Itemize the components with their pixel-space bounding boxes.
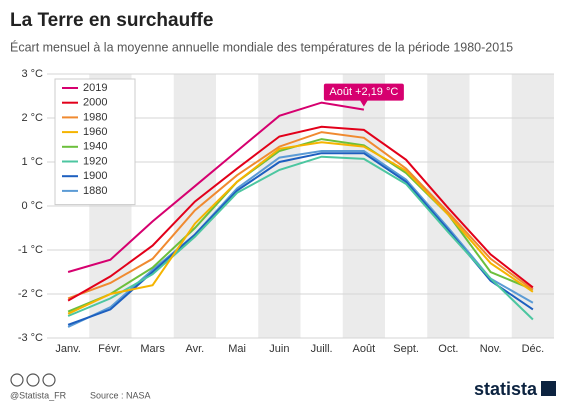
x-tick-label: Sept.: [393, 343, 419, 355]
brand-icon: [541, 381, 556, 396]
series-line: [67, 125, 534, 302]
x-tick-label: Juill.: [311, 343, 333, 355]
legend-label: 1920: [83, 155, 107, 167]
legend-label: 1940: [83, 141, 107, 153]
legend-label: 1900: [83, 170, 107, 182]
series-line: [67, 141, 534, 315]
x-tick-label: Avr.: [185, 343, 204, 355]
x-tick-label: Févr.: [98, 343, 122, 355]
brand-logo: statista: [474, 379, 538, 399]
x-tick-label: Déc.: [522, 343, 545, 355]
annotation-text: Août +2,19 °C: [329, 86, 398, 98]
legend-label: 1880: [83, 185, 107, 197]
annotation-pointer: [359, 100, 368, 107]
x-tick-label: Mai: [228, 343, 246, 355]
legend-label: 2000: [83, 97, 107, 109]
y-tick-label: -3 °C: [18, 332, 43, 344]
legend-label: 1960: [83, 126, 107, 138]
annotation-box: [323, 83, 404, 101]
series-line: [67, 101, 365, 273]
chart-title: La Terre en surchauffe: [10, 10, 213, 31]
y-tick-label: 0 °C: [21, 200, 43, 212]
y-tick-label: -1 °C: [18, 244, 43, 256]
x-tick-label: Juin: [269, 343, 289, 355]
x-tick-label: Oct.: [438, 343, 458, 355]
x-tick-label: Janv.: [55, 343, 80, 355]
footer-handle: @Statista_FR: [10, 390, 67, 400]
y-tick-label: 2 °C: [21, 112, 43, 124]
x-tick-label: Nov.: [480, 343, 502, 355]
y-tick-label: 3 °C: [21, 68, 43, 80]
series-line: [67, 131, 534, 300]
legend-label: 2019: [83, 82, 107, 94]
x-tick-label: Mars: [140, 343, 165, 355]
series-line: [67, 150, 534, 328]
legend-box: [54, 78, 136, 206]
y-tick-label: 1 °C: [21, 156, 43, 168]
footer-source: Source : NASA: [90, 390, 151, 400]
y-tick-label: -2 °C: [18, 288, 43, 300]
chart-subtitle: Écart mensuel à la moyenne annuelle mond…: [10, 39, 513, 54]
x-tick-label: Août: [353, 343, 376, 355]
cc-icons: [10, 373, 56, 387]
legend-label: 1980: [83, 111, 107, 123]
series-line: [67, 155, 534, 321]
